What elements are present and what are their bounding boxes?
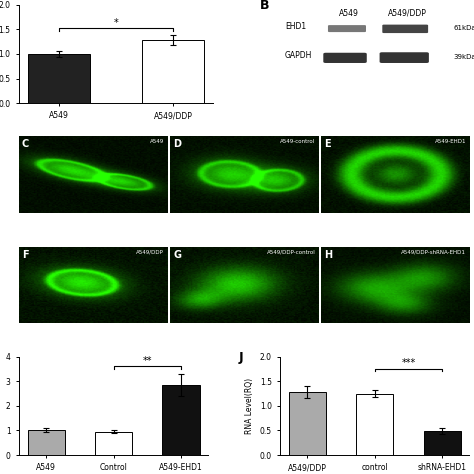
- Text: A549-EHD1: A549-EHD1: [435, 139, 466, 145]
- Text: EHD1: EHD1: [285, 22, 306, 31]
- Bar: [95, 432, 132, 455]
- Text: *: *: [114, 18, 118, 27]
- Bar: [28, 54, 91, 103]
- Text: A549/DDP: A549/DDP: [388, 9, 427, 18]
- Bar: [163, 385, 200, 455]
- Bar: [424, 431, 461, 455]
- Text: A549/DDP-shRNA-EHD1: A549/DDP-shRNA-EHD1: [401, 250, 466, 255]
- Text: ***: ***: [401, 358, 416, 368]
- Text: GAPDH: GAPDH: [285, 51, 312, 60]
- Text: 39kDa: 39kDa: [454, 54, 474, 60]
- Text: C: C: [22, 139, 29, 149]
- Bar: [356, 393, 393, 455]
- FancyBboxPatch shape: [380, 52, 429, 63]
- Text: A549/DDP-control: A549/DDP-control: [266, 250, 315, 255]
- Bar: [27, 430, 64, 455]
- Bar: [142, 40, 204, 103]
- Text: A549: A549: [150, 139, 164, 145]
- Text: **: **: [143, 356, 152, 366]
- Text: D: D: [173, 139, 181, 149]
- Text: H: H: [324, 250, 332, 260]
- Text: J: J: [238, 351, 243, 364]
- Text: F: F: [22, 250, 28, 260]
- FancyBboxPatch shape: [383, 25, 428, 33]
- Text: A549: A549: [339, 9, 359, 18]
- Text: A549/DDP: A549/DDP: [136, 250, 164, 255]
- Text: 61kDa: 61kDa: [454, 25, 474, 31]
- Y-axis label: RNA Level(RQ): RNA Level(RQ): [245, 378, 254, 434]
- FancyBboxPatch shape: [323, 53, 367, 63]
- Text: B: B: [260, 0, 269, 12]
- Text: E: E: [324, 139, 331, 149]
- Text: A549-control: A549-control: [280, 139, 315, 145]
- Text: G: G: [173, 250, 181, 260]
- Bar: [289, 392, 326, 455]
- FancyBboxPatch shape: [328, 25, 366, 32]
